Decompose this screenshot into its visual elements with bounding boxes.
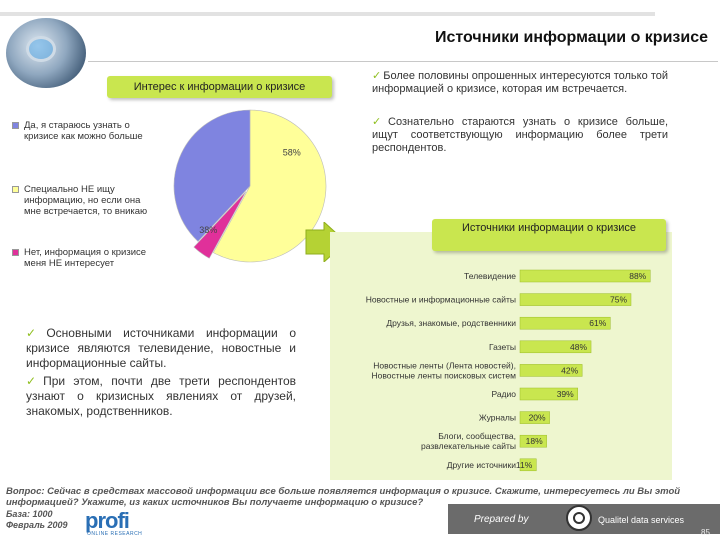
bar-category-label: Журналы bbox=[479, 413, 516, 423]
bar-category-label: Блоги, сообщества, bbox=[438, 431, 516, 441]
bar-category-label: развлекательные сайты bbox=[421, 441, 516, 451]
bar-value-label: 61% bbox=[589, 318, 606, 328]
pie-slice bbox=[212, 109, 327, 263]
check-icon: ✓ bbox=[372, 70, 382, 82]
header-bar: Источники информации о кризисе bbox=[88, 20, 718, 62]
profi-logo: profi bbox=[85, 508, 130, 533]
insight-bullet-text: Более половины опрошенных интересуются т… bbox=[372, 70, 668, 95]
bar bbox=[519, 269, 651, 283]
bar bbox=[519, 458, 537, 472]
bar bbox=[519, 387, 578, 401]
bar-category-label: Другие источники bbox=[447, 460, 517, 470]
magnifier-lens bbox=[26, 36, 56, 62]
bar bbox=[519, 434, 547, 448]
bar-category-label: Друзья, знакомые, родственники bbox=[386, 318, 516, 328]
globe-magnifier-icon bbox=[6, 18, 86, 88]
bar-value-label: 48% bbox=[570, 342, 587, 352]
company-name: Qualitel data services bbox=[598, 515, 685, 525]
insight-bullet-2: ✓ Сознательно стараются узнать о кризисе … bbox=[372, 116, 668, 155]
bar-category-label: Новостные ленты поисковых систем bbox=[371, 370, 516, 380]
bar-category-label: Телевидение bbox=[464, 271, 516, 281]
legend-swatch bbox=[12, 122, 19, 129]
summary-bullet-2: ✓ При этом, почти две трети респондентов … bbox=[26, 374, 296, 419]
bar bbox=[519, 340, 592, 354]
bar-value-label: 42% bbox=[561, 365, 578, 375]
bar-category-label: Газеты bbox=[489, 342, 516, 352]
pie-slice bbox=[173, 109, 251, 242]
summary-bullet-1: ✓ Основными источниками информации о криз… bbox=[26, 326, 296, 371]
page-title: Источники информации о кризисе bbox=[435, 29, 708, 46]
check-icon: ✓ bbox=[372, 116, 387, 128]
legend-swatch bbox=[12, 186, 19, 193]
survey-date: Февраль 2009 bbox=[6, 520, 68, 530]
bar bbox=[519, 411, 550, 424]
insight-bullet-1: ✓ Более половины опрошенных интересуются … bbox=[372, 70, 668, 96]
check-icon: ✓ bbox=[26, 326, 45, 340]
legend-swatch bbox=[12, 249, 19, 256]
bar-value-label: 18% bbox=[526, 436, 543, 446]
top-rule bbox=[0, 12, 655, 16]
qualitel-logo-ring bbox=[573, 512, 585, 524]
qualitel-logo-icon bbox=[566, 505, 592, 531]
bar-category-label: Новостные и информационные сайты bbox=[366, 295, 516, 305]
bar-value-label: 88% bbox=[629, 271, 646, 281]
interest-chart-title: Интерес к информации о кризисе bbox=[107, 76, 332, 98]
bar-value-label: 75% bbox=[610, 295, 627, 305]
bar-value-label: 20% bbox=[529, 413, 546, 423]
sources-bar-chart: Телевидение 88% Новостные и информационные… bbox=[366, 269, 651, 472]
prepared-by-label: Prepared by bbox=[474, 514, 529, 525]
bar bbox=[519, 293, 632, 306]
bar bbox=[519, 364, 583, 377]
interest-pie-chart: 58%4%38% bbox=[173, 109, 338, 263]
survey-question: Вопрос: Сейчас в средствах массовой инфо… bbox=[6, 486, 681, 508]
legend-label: Нет, информация о кризисе меня НЕ интере… bbox=[24, 247, 147, 269]
legend-label: Да, я стараюсь узнать о кризисе как можн… bbox=[24, 120, 143, 142]
profi-logo-subtext: ONLINE RESEARCH bbox=[87, 531, 143, 537]
sources-chart-title: Источники информации о кризисе bbox=[432, 219, 666, 251]
bar-value-label: 39% bbox=[557, 389, 574, 399]
summary-bullet-text: При этом, почти две трети респондентов у… bbox=[26, 374, 296, 418]
pie-value-label: 58% bbox=[283, 148, 301, 158]
legend-label: Специально НЕ ищу информацию, но если он… bbox=[24, 184, 148, 217]
summary-bullet-text: Основными источниками информации о кризи… bbox=[26, 326, 296, 370]
sample-base: База: 1000 bbox=[6, 509, 53, 519]
bar-category-label: Новостные ленты (Лента новостей), bbox=[373, 360, 516, 370]
insight-bullet-text: Сознательно стараются узнать о кризисе б… bbox=[372, 116, 668, 154]
bar-value-label: 11% bbox=[516, 460, 533, 470]
page-number: 85 bbox=[701, 528, 710, 537]
check-icon: ✓ bbox=[26, 374, 42, 388]
bar bbox=[519, 316, 611, 330]
pie-slice bbox=[193, 191, 247, 259]
bar-category-label: Радио bbox=[491, 389, 516, 399]
pie-value-label: 38% bbox=[199, 225, 217, 235]
